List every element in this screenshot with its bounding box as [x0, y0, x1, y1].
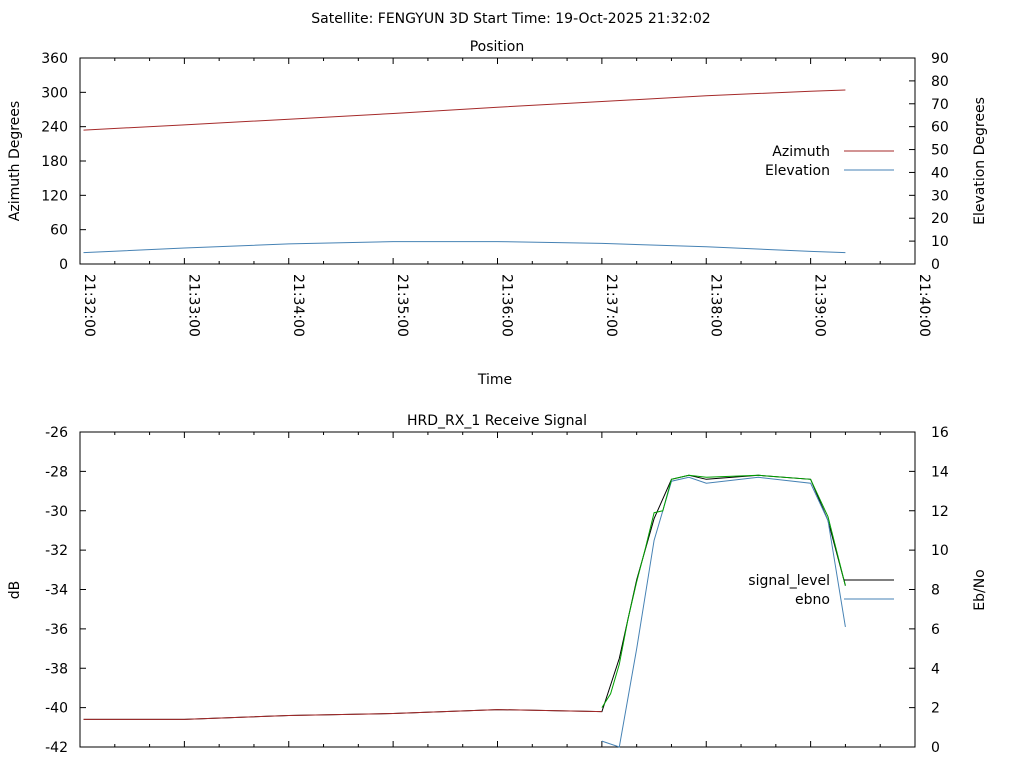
- y-tick-label: -30: [45, 504, 68, 520]
- signal-y-axis-label: dB: [7, 581, 23, 600]
- y-tick-label: 60: [50, 223, 68, 239]
- position-y2-axis-label: Elevation Degrees: [972, 97, 988, 225]
- y-tick-label: -38: [45, 661, 68, 677]
- page-title: Satellite: FENGYUN 3D Start Time: 19-Oct…: [311, 11, 710, 27]
- series-line-azimuth: [83, 89, 846, 131]
- y-tick-label: 180: [41, 154, 68, 170]
- y2-tick-label: 6: [931, 622, 940, 638]
- x-tick-label: 21:34:00: [290, 274, 306, 337]
- signal-chart: HRD_RX_1 Receive Signal -42-40-38-36-34-…: [7, 413, 988, 756]
- signal-axes: -42 -40 -38 -36 -34 -32 -30 -28 -26 0 2 4 6 8 10 12 14 16: [45, 425, 949, 756]
- y2-tick-label: 30: [931, 188, 949, 204]
- y2-tick-label: 40: [931, 165, 949, 181]
- x-tick-label: 21:39:00: [812, 274, 828, 337]
- series-line-elevation: [83, 241, 846, 254]
- position-legend: Azimuth Elevation: [765, 144, 894, 179]
- legend-label-ebno: ebno: [795, 592, 830, 608]
- y2-tick-label: 50: [931, 143, 949, 159]
- y2-tick-label: 0: [931, 740, 940, 756]
- position-axes: 0 60 120 180 240 300 360 0 10 20 30 40 50 60 70 80 90 21:…: [41, 51, 949, 337]
- y2-tick-label: 80: [931, 74, 949, 90]
- y-tick-label: 360: [41, 51, 68, 67]
- position-chart: Position 0 60 120 180 240 300 360 0 10 20 30 40 50 60…: [7, 39, 988, 388]
- y2-tick-label: 60: [931, 120, 949, 136]
- x-tick-label: 21:38:00: [707, 274, 723, 337]
- legend-label-elevation: Elevation: [765, 163, 830, 179]
- y-tick-label: -34: [45, 583, 68, 599]
- y2-tick-label: 0: [931, 257, 940, 273]
- signal-chart-title: HRD_RX_1 Receive Signal: [407, 413, 587, 429]
- series-line-signal-level: [83, 474, 846, 720]
- legend-label-azimuth: Azimuth: [772, 144, 830, 160]
- position-y-axis-label: Azimuth Degrees: [7, 101, 23, 221]
- y2-tick-label: 10: [931, 543, 949, 559]
- y2-tick-label: 2: [931, 701, 940, 717]
- y-tick-label: 240: [41, 120, 68, 136]
- position-x-axis-label: Time: [477, 372, 512, 388]
- y2-tick-label: 90: [931, 51, 949, 67]
- y-tick-label: -40: [45, 701, 68, 717]
- y-tick-label: 120: [41, 188, 68, 204]
- y2-tick-label: 12: [931, 504, 949, 520]
- x-tick-label: 21:32:00: [81, 274, 97, 337]
- x-tick-label: 21:40:00: [916, 274, 932, 337]
- legend-label-signal-level: signal_level: [748, 573, 830, 589]
- y2-tick-label: 20: [931, 211, 949, 227]
- signal-series: [83, 474, 846, 748]
- y-tick-label: -32: [45, 543, 68, 559]
- position-plot-frame: [79, 57, 916, 265]
- position-series: [83, 89, 846, 254]
- y2-tick-label: 4: [931, 661, 940, 677]
- series-line-ebno: [601, 476, 846, 748]
- y2-tick-label: 10: [931, 234, 949, 250]
- series-line-3: [83, 709, 602, 720]
- y-tick-label: 300: [41, 85, 68, 101]
- y2-tick-label: 16: [931, 425, 949, 441]
- y2-tick-label: 14: [931, 464, 949, 480]
- x-tick-label: 21:37:00: [603, 274, 619, 337]
- position-chart-title: Position: [470, 39, 525, 55]
- y-tick-label: -26: [45, 425, 68, 441]
- y2-tick-label: 8: [931, 583, 940, 599]
- signal-plot-frame: [79, 431, 916, 748]
- y2-tick-label: 70: [931, 97, 949, 113]
- series-line-2: [601, 474, 846, 708]
- x-tick-label: 21:35:00: [394, 274, 410, 337]
- x-tick-label: 21:33:00: [185, 274, 201, 337]
- signal-y2-axis-label: Eb/No: [972, 569, 988, 611]
- x-tick-label: 21:36:00: [499, 274, 515, 337]
- y-tick-label: -36: [45, 622, 68, 638]
- y-tick-label: 0: [59, 257, 68, 273]
- y-tick-label: -28: [45, 464, 68, 480]
- y-tick-label: -42: [45, 740, 68, 756]
